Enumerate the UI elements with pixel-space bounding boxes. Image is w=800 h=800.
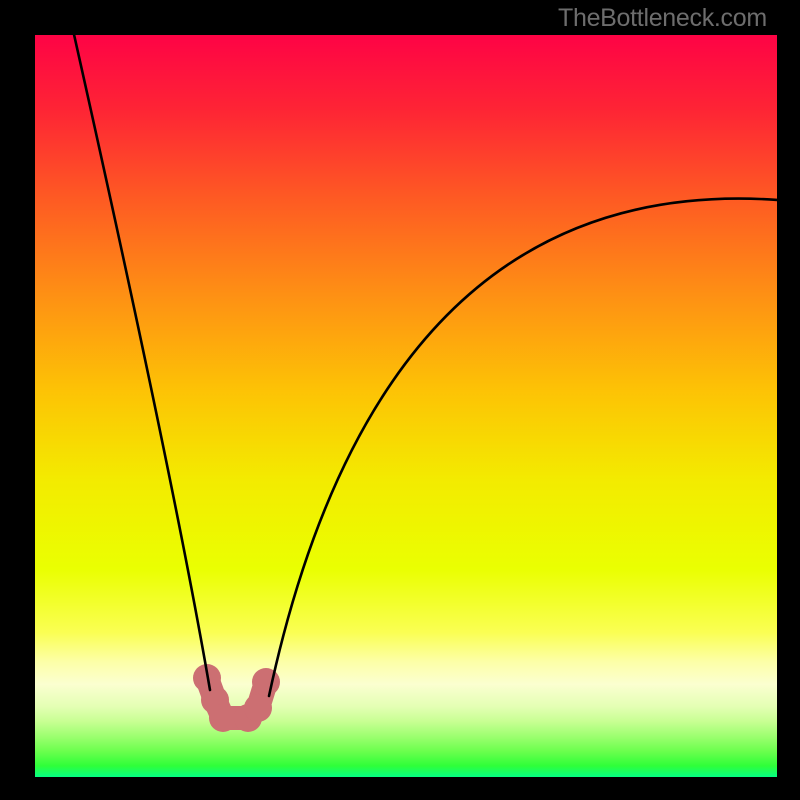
curve-right xyxy=(269,199,777,696)
curve-left xyxy=(73,35,210,690)
chart-svg xyxy=(35,35,777,777)
plot-area xyxy=(35,35,777,777)
watermark-text: TheBottleneck.com xyxy=(558,4,767,33)
